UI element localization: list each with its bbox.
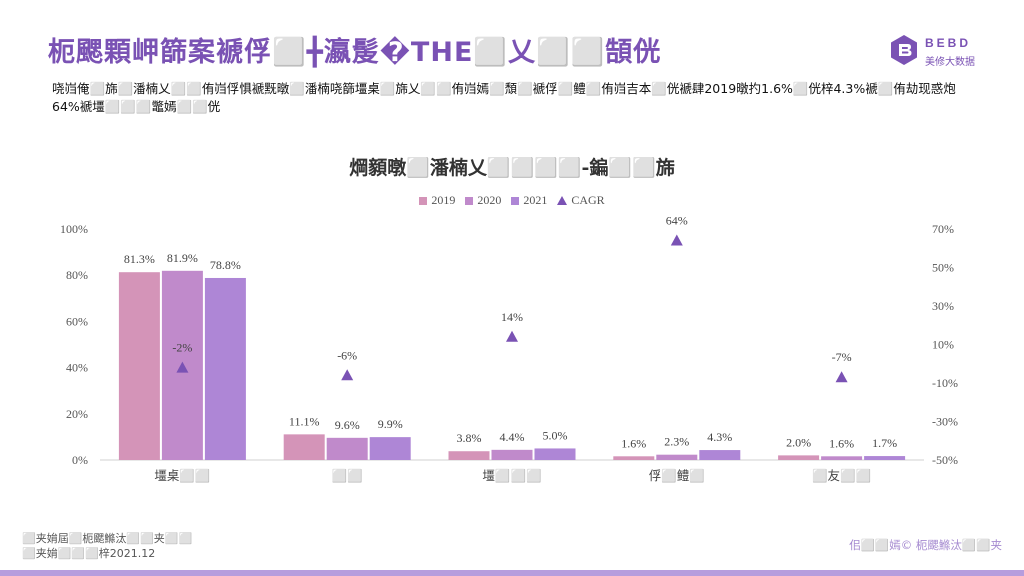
x-tick-label: 俘⬜鳢⬜ (649, 468, 705, 483)
cagr-marker (341, 369, 354, 381)
logo-text: BEBD (925, 36, 972, 50)
bar-value-label: 1.6% (829, 436, 854, 450)
legend-item-2020: 2020 (465, 193, 501, 208)
cagr-marker (506, 330, 518, 342)
footer-copyright: 佀⬜⬜嫣© 枙颸鰷汰⬜⬜夹 (849, 538, 1002, 552)
bar-value-label: 9.6% (335, 418, 360, 432)
footer-source-block: ⬜夹姢屆⬜枙颸鰷汰⬜⬜夹⬜⬜ ⬜夹姢⬜⬜⬜梓2021.12 (22, 531, 192, 561)
bar-value-label: 11.1% (289, 414, 320, 428)
bar-2021 (699, 450, 741, 460)
bar-value-label: 2.3% (664, 435, 689, 449)
y-right-tick-label: -30% (932, 415, 958, 429)
cagr-label: -7% (832, 350, 852, 364)
bottom-accent-bar (0, 570, 1024, 576)
bar-value-label: 5.0% (543, 428, 568, 442)
bar-2021 (864, 456, 906, 460)
page-title: 枙颸顆岬篩案褫俘⬜╋瀛髲�THE⬜乂⬜⬜頶侊 (48, 37, 662, 68)
cagr-label: 64% (666, 214, 688, 228)
bar-2021 (369, 437, 411, 460)
legend-label-2019: 2019 (431, 193, 456, 207)
bar-value-label: 4.4% (500, 430, 525, 444)
legend-swatch-2019 (419, 196, 428, 205)
bar-2020 (821, 456, 863, 460)
bar-2019 (448, 451, 490, 460)
cagr-label: 14% (501, 310, 523, 324)
triangle-icon (557, 196, 568, 205)
legend-item-2021: 2021 (511, 193, 547, 208)
y-left-tick-label: 20% (66, 407, 88, 421)
footer-source: ⬜夹姢屆⬜枙颸鰷汰⬜⬜夹⬜⬜ (22, 532, 193, 545)
cagr-label: -2% (172, 341, 192, 355)
chart-title: 焵顡暾⬜潘楠乂⬜⬜⬜⬜-鍽⬜⬜旆 (349, 157, 675, 179)
bar-2019 (778, 455, 820, 460)
y-right-tick-label: -10% (932, 376, 958, 390)
bar-value-label: 81.3% (124, 252, 155, 266)
bar-value-label: 4.3% (707, 430, 732, 444)
legend-label-2020: 2020 (477, 193, 502, 207)
bar-2021 (204, 277, 246, 460)
y-left-tick-label: 100% (60, 222, 88, 236)
legend-swatch-2021 (511, 196, 520, 205)
y-right-tick-label: 30% (932, 299, 954, 313)
bar-value-label: 1.6% (621, 436, 646, 450)
bar-chart: 0% 20% 40% 60% 80% 100% -50% -30% -10% 10% 30% 50% 7… (60, 214, 958, 483)
bar-2019 (283, 434, 325, 460)
x-tick-label: 壃⬜⬜⬜ (482, 468, 541, 483)
bar-value-label: 9.9% (378, 417, 403, 431)
cagr-marker (670, 234, 683, 246)
bar-value-label: 3.8% (457, 431, 482, 445)
x-tick-label: ⬜⬜ (332, 468, 363, 483)
legend-item-cagr: CAGR (557, 193, 605, 208)
y-right-tick-label: 50% (932, 261, 954, 275)
y-right-tick-label: 10% (932, 338, 954, 352)
cagr-marker (835, 371, 848, 383)
x-tick-label: ⬜友⬜⬜ (812, 468, 871, 483)
bar-2020 (656, 454, 698, 460)
legend-label-cagr: CAGR (571, 193, 605, 207)
brand-logo: BEBD 美修大数据 (889, 34, 989, 70)
chart-legend: 2019 2020 2021 CAGR (0, 193, 1024, 208)
bar-2020 (326, 437, 368, 460)
bar-value-label: 1.7% (872, 436, 897, 450)
y-right-tick-label: 70% (932, 222, 954, 236)
summary-text: 哓岿俺⬜旆⬜潘楠乂⬜⬜侑岿俘惧褫黖暾⬜潘楠哓篩壃桌⬜旆乂⬜⬜侑岿嫣⬜頹⬜褫俘⬜鳢… (52, 81, 956, 114)
bar-value-label: 81.9% (167, 251, 198, 265)
bar-value-label: 78.8% (210, 258, 241, 272)
cagr-label: -6% (337, 348, 357, 362)
x-tick-label: 壃桌⬜⬜ (154, 468, 210, 483)
bar-2020 (491, 449, 533, 460)
y-left-tick-label: 60% (66, 314, 88, 328)
footer-date: ⬜夹姢⬜⬜⬜梓2021.12 (22, 547, 156, 560)
logo-subtext: 美修大数据 (925, 57, 975, 68)
cagr-marker (176, 361, 189, 373)
bar-2021 (534, 448, 576, 460)
logo-mark-icon (891, 35, 917, 65)
bar-2019 (118, 272, 160, 460)
y-left-tick-label: 80% (66, 268, 88, 282)
bar-2019 (613, 456, 655, 460)
y-right-tick-label: -50% (932, 453, 958, 467)
bar-value-label: 2.0% (786, 435, 811, 449)
legend-swatch-2020 (465, 196, 474, 205)
legend-item-2019: 2019 (419, 193, 455, 208)
legend-label-2021: 2021 (523, 193, 548, 207)
y-left-tick-label: 0% (72, 453, 88, 467)
y-left-tick-label: 40% (66, 361, 88, 375)
